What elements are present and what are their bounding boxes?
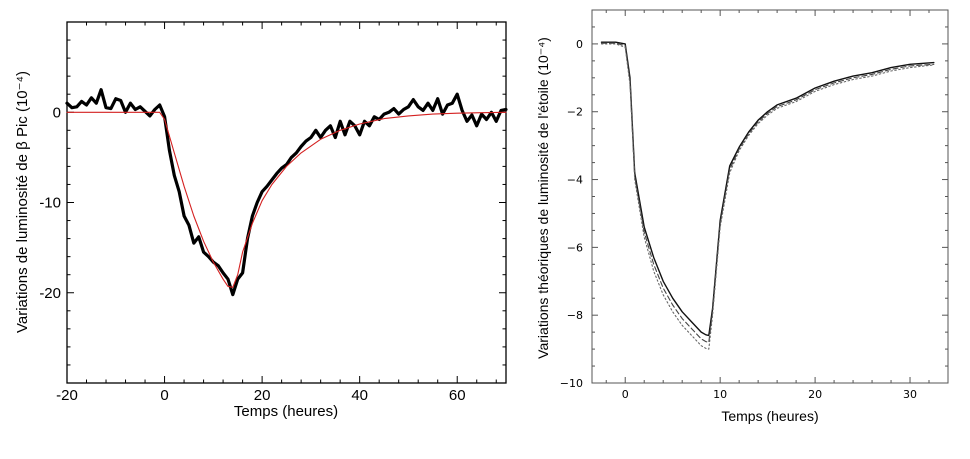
left-plot-frame [66, 21, 507, 384]
y-tick-label: -10 [39, 195, 61, 212]
x-tick-label: 30 [903, 388, 917, 401]
left-axis-ticks: -20 0 20 40 60 0 -10 -20 [39, 21, 506, 404]
right-series-line-2 [600, 42, 935, 343]
x-tick-label: 20 [808, 388, 822, 401]
right-x-axis-label: Temps (heures) [721, 408, 818, 424]
right-plot-frame [591, 9, 949, 384]
y-tick-label: −6 [567, 241, 583, 254]
right-series-group [600, 41, 935, 350]
x-tick-label: 0 [622, 388, 629, 401]
y-tick-label: 0 [53, 104, 61, 121]
y-tick-label: -20 [39, 285, 61, 302]
left-series-group [65, 88, 508, 297]
x-tick-label: -20 [56, 387, 78, 404]
left-x-axis-label: Temps (heures) [234, 403, 338, 420]
x-tick-label: 0 [160, 387, 168, 404]
right-axis-ticks: 0 10 20 30 0 −2 −4 −6 −8 −10 [560, 9, 949, 401]
y-tick-label: 0 [576, 38, 583, 51]
right-y-axis-label: Variations théoriques de luminosité de l… [535, 37, 551, 359]
right-series-line-3 [600, 43, 935, 350]
left-series-line-1 [65, 88, 508, 297]
y-tick-label: −8 [567, 309, 583, 322]
y-tick-label: −10 [560, 377, 583, 390]
x-tick-label: 40 [351, 387, 368, 404]
x-tick-label: 10 [713, 388, 727, 401]
y-tick-label: −4 [567, 174, 583, 187]
right-series-line-1 [600, 41, 935, 337]
x-tick-label: 20 [254, 387, 271, 404]
left-series-line-2 [66, 111, 507, 288]
y-tick-label: −2 [567, 106, 583, 119]
left-y-axis-label: Variations de luminosité de β Pic (10⁻⁴) [14, 71, 31, 333]
x-tick-label: 60 [449, 387, 466, 404]
